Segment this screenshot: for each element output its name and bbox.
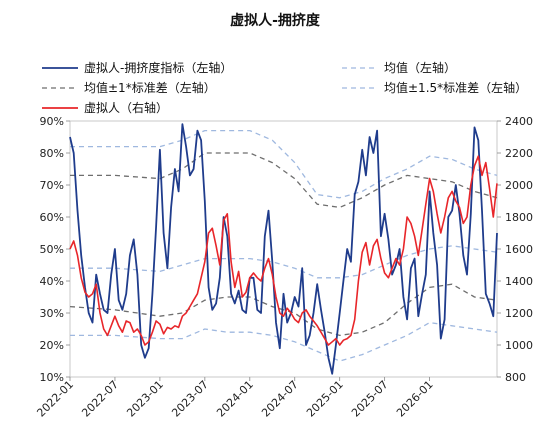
y-right-tick-label: 2000 (505, 179, 533, 192)
crowding-line (69, 123, 498, 375)
y-left-tick-label: 10% (40, 371, 64, 384)
y-right-tick-label: 1400 (505, 275, 533, 288)
y-left-tick-label: 40% (40, 275, 64, 288)
x-tick-label: 2022-01 (34, 378, 76, 420)
y-right-tick-label: 1200 (505, 307, 533, 320)
legend-label: 均值±1*标准差（左轴） (84, 80, 216, 95)
y-right-tick-label: 800 (505, 371, 526, 384)
x-tick-label: 2023-01 (124, 378, 166, 420)
y-right-tick-label: 2400 (505, 115, 533, 128)
x-tick-label: 2024-01 (214, 378, 256, 420)
legend-label: 虚拟人-拥挤度指标（左轴） (84, 60, 232, 75)
x-tick-label: 2025-07 (349, 378, 391, 420)
y-left-tick-label: 20% (40, 339, 64, 352)
std1-band-line (69, 283, 498, 337)
mean-line (70, 245, 498, 279)
x-tick-label: 2025-01 (304, 378, 346, 420)
std1-band-line (70, 152, 498, 209)
legend-label: 虚拟人（右轴） (84, 100, 168, 115)
y-left-tick-label: 80% (40, 147, 64, 160)
y-left-tick-label: 30% (40, 307, 64, 320)
y-left-tick-label: 90% (40, 115, 64, 128)
y-right-tick-label: 1800 (505, 211, 533, 224)
y-right-tick-label: 2200 (505, 147, 533, 160)
x-tick-label: 2024-07 (259, 378, 301, 420)
y-right-tick-label: 1600 (505, 243, 533, 256)
x-tick-label: 2026-01 (394, 378, 436, 420)
y-right-tick-label: 1000 (505, 339, 533, 352)
chart-title: 虚拟人-拥挤度 (230, 13, 320, 29)
x-tick-label: 2022-07 (79, 378, 121, 420)
x-tick-label: 2023-07 (169, 378, 211, 420)
std15-band-line (70, 321, 498, 362)
legend-label: 均值±1.5*标准差（左轴） (384, 80, 527, 95)
legend-label: 均值（左轴） (384, 60, 456, 75)
y-left-tick-label: 60% (40, 211, 64, 224)
y-left-tick-label: 50% (40, 243, 64, 256)
std15-band-line (70, 129, 498, 199)
price-line (69, 155, 498, 346)
y-left-tick-label: 70% (40, 179, 64, 192)
